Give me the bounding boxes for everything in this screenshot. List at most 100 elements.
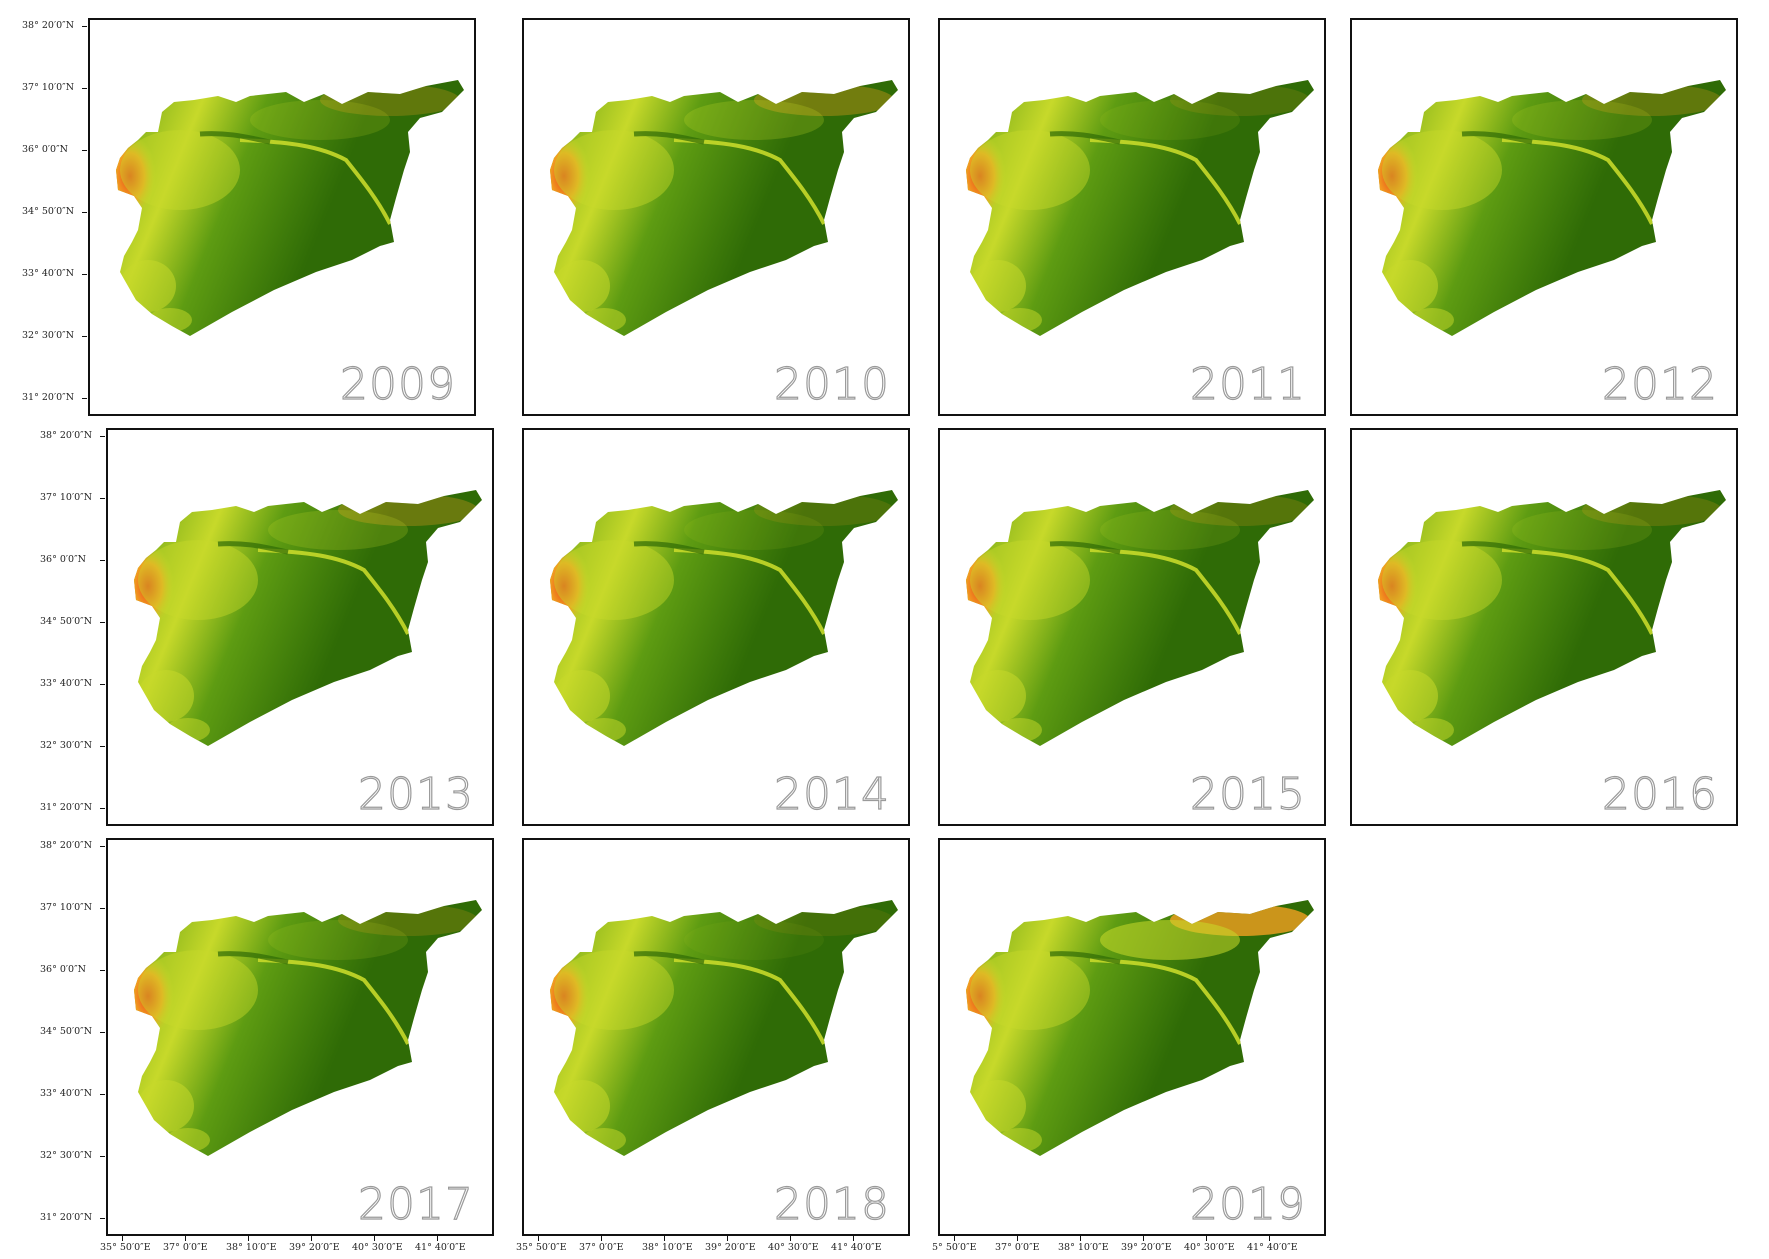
syria-vegetation-map (1378, 490, 1726, 746)
year-label: 2016 (1601, 768, 1718, 820)
latitude-label: 36° 0′0″N (40, 554, 86, 565)
longitude-tick (1143, 1236, 1144, 1241)
longitude-label: 37° 0′0″E (163, 1242, 208, 1253)
longitude-label: 40° 30′0″E (768, 1242, 819, 1253)
longitude-tick (248, 1236, 249, 1241)
year-label: 2019 (1189, 1178, 1306, 1230)
longitude-label: 41° 40′0″E (831, 1242, 882, 1253)
latitude-label: 34° 50′0″N (40, 1026, 93, 1037)
longitude-tick (790, 1236, 791, 1241)
latitude-tick (100, 908, 105, 909)
latitude-tick (100, 970, 105, 971)
latitude-tick (100, 622, 105, 623)
latitude-tick (82, 274, 87, 275)
map-panel-2015: 2015 (938, 428, 1326, 826)
year-label: 2018 (773, 1178, 890, 1230)
latitude-label: 32° 30′0″N (40, 740, 93, 751)
longitude-label: 40° 30′0″E (1184, 1242, 1235, 1253)
year-label: 2009 (339, 358, 456, 410)
longitude-label: 37° 0′0″E (995, 1242, 1040, 1253)
map-panel-2013: 2013 (106, 428, 494, 826)
latitude-tick (100, 808, 105, 809)
longitude-tick (601, 1236, 602, 1241)
longitude-tick (374, 1236, 375, 1241)
latitude-tick (82, 212, 87, 213)
syria-vegetation-map (116, 80, 464, 336)
longitude-label: 37° 0′0″E (579, 1242, 624, 1253)
longitude-label: 41° 40′0″E (415, 1242, 466, 1253)
longitude-label: 38° 10′0″E (226, 1242, 277, 1253)
latitude-tick (82, 88, 87, 89)
latitude-tick (100, 684, 105, 685)
map-panel-2018: 2018 (522, 838, 910, 1236)
map-panel-2017: 2017 (106, 838, 494, 1236)
latitude-label: 38° 20′0″N (40, 430, 93, 441)
longitude-label: 38° 10′0″E (1058, 1242, 1109, 1253)
latitude-tick (82, 26, 87, 27)
latitude-label: 31° 20′0″N (40, 802, 93, 813)
latitude-tick (100, 846, 105, 847)
latitude-tick (100, 436, 105, 437)
map-panel-2009: 2009 (88, 18, 476, 416)
latitude-label: 37° 10′0″N (40, 492, 93, 503)
longitude-tick (1080, 1236, 1081, 1241)
latitude-label: 34° 50′0″N (22, 206, 75, 217)
longitude-label: 5° 50′0″E (932, 1242, 977, 1253)
latitude-label: 32° 30′0″N (22, 330, 75, 341)
map-panel-2019: 2019 (938, 838, 1326, 1236)
year-label: 2013 (357, 768, 474, 820)
latitude-tick (100, 1032, 105, 1033)
longitude-tick (853, 1236, 854, 1241)
longitude-tick (727, 1236, 728, 1241)
latitude-label: 38° 20′0″N (22, 20, 75, 31)
syria-vegetation-map (550, 490, 898, 746)
latitude-label: 36° 0′0″N (22, 144, 68, 155)
latitude-tick (100, 1094, 105, 1095)
latitude-label: 33° 40′0″N (40, 678, 93, 689)
latitude-tick (100, 746, 105, 747)
longitude-tick (664, 1236, 665, 1241)
year-label: 2017 (357, 1178, 474, 1230)
latitude-label: 37° 10′0″N (22, 82, 75, 93)
longitude-label: 38° 10′0″E (642, 1242, 693, 1253)
latitude-tick (100, 1156, 105, 1157)
longitude-label: 35° 50′0″E (100, 1242, 151, 1253)
longitude-label: 39° 20′0″E (289, 1242, 340, 1253)
latitude-tick (100, 498, 105, 499)
map-panel-2016: 2016 (1350, 428, 1738, 826)
longitude-tick (185, 1236, 186, 1241)
latitude-tick (100, 560, 105, 561)
year-label: 2010 (773, 358, 890, 410)
syria-vegetation-map (550, 900, 898, 1156)
longitude-tick (1017, 1236, 1018, 1241)
latitude-tick (100, 1218, 105, 1219)
latitude-tick (82, 398, 87, 399)
latitude-label: 34° 50′0″N (40, 616, 93, 627)
year-label: 2011 (1189, 358, 1306, 410)
latitude-tick (82, 150, 87, 151)
syria-vegetation-map (966, 80, 1314, 336)
syria-vegetation-map (134, 900, 482, 1156)
year-label: 2015 (1189, 768, 1306, 820)
map-panel-2010: 2010 (522, 18, 910, 416)
year-label: 2014 (773, 768, 890, 820)
latitude-label: 38° 20′0″N (40, 840, 93, 851)
syria-vegetation-map (550, 80, 898, 336)
longitude-label: 39° 20′0″E (1121, 1242, 1172, 1253)
syria-vegetation-map (134, 490, 482, 746)
longitude-tick (538, 1236, 539, 1241)
longitude-label: 41° 40′0″E (1247, 1242, 1298, 1253)
longitude-label: 40° 30′0″E (352, 1242, 403, 1253)
longitude-tick (954, 1236, 955, 1241)
syria-vegetation-map (966, 490, 1314, 746)
map-panel-2012: 2012 (1350, 18, 1738, 416)
longitude-label: 35° 50′0″E (516, 1242, 567, 1253)
longitude-tick (437, 1236, 438, 1241)
latitude-label: 36° 0′0″N (40, 964, 86, 975)
syria-vegetation-map (1378, 80, 1726, 336)
latitude-label: 31° 20′0″N (40, 1212, 93, 1223)
latitude-label: 37° 10′0″N (40, 902, 93, 913)
year-label: 2012 (1601, 358, 1718, 410)
latitude-tick (82, 336, 87, 337)
longitude-label: 39° 20′0″E (705, 1242, 756, 1253)
